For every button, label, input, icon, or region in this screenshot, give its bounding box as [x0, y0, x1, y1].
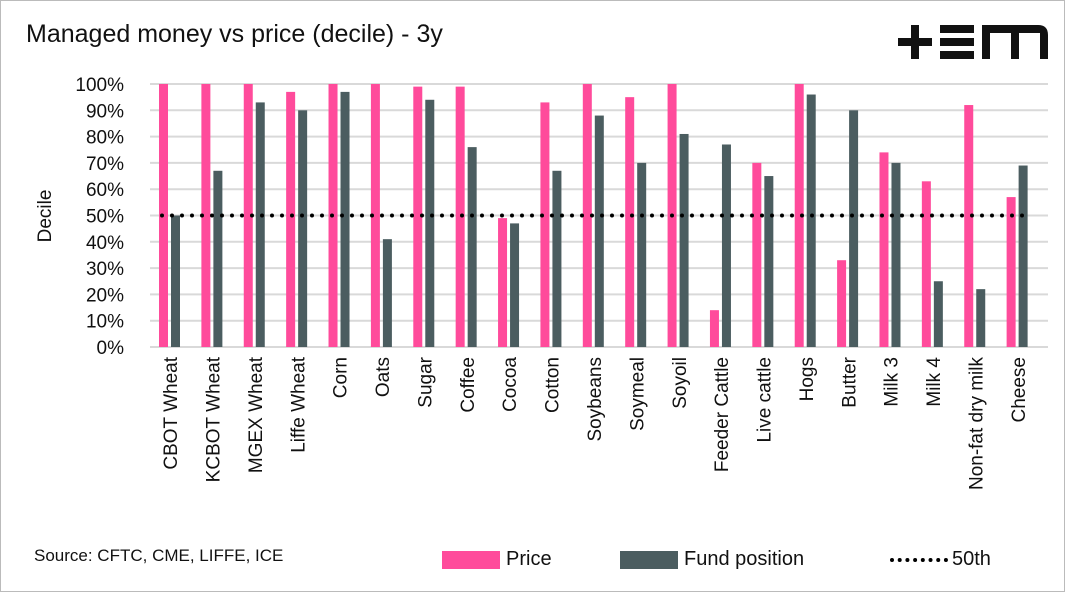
x-tick-label: MGEX Wheat [246, 356, 267, 473]
legend-50th-label: 50th [952, 548, 991, 570]
x-tick-label: KCBOT Wheat [204, 356, 225, 482]
fund-bar [806, 94, 816, 348]
y-tick-label: 10% [86, 312, 124, 333]
fund-bar [552, 170, 562, 347]
fund-bar [679, 133, 689, 347]
x-tick-label: CBOT Wheat [161, 356, 182, 469]
fund-bar [340, 91, 350, 347]
y-tick-label: 70% [86, 154, 124, 175]
fund-bar [1018, 165, 1028, 347]
y-axis-label: Decile [35, 190, 56, 243]
fund-bar [213, 170, 223, 347]
fund-bar [849, 110, 859, 347]
price-bar [455, 86, 465, 347]
price-bar [286, 91, 296, 347]
x-tick-label: Cotton [543, 357, 564, 413]
legend-price-label: Price [506, 548, 552, 570]
y-tick-label: 50% [86, 207, 124, 228]
price-bar [752, 162, 762, 347]
fund-bar [721, 144, 731, 347]
fund-bar [255, 102, 265, 347]
legend-fund-label: Fund position [684, 548, 805, 570]
price-bar [582, 84, 592, 347]
y-tick-label: 60% [86, 180, 124, 201]
x-tick-label: Soyoil [670, 357, 691, 409]
price-bar [709, 310, 719, 347]
x-tick-label: Hogs [797, 357, 818, 401]
price-bar [413, 86, 423, 347]
legend-50th: 50th [890, 548, 991, 571]
x-tick-label: Cheese [1009, 357, 1030, 423]
x-tick-label: Milk 4 [924, 357, 945, 407]
chart-title: Managed money vs price (decile) - 3y [26, 20, 443, 48]
legend-price-swatch [442, 550, 500, 569]
price-bar [201, 84, 211, 347]
x-tick-label: Oats [373, 357, 394, 397]
x-tick-label: Soymeal [627, 357, 648, 431]
fund-bar [637, 162, 647, 347]
price-bar [921, 181, 931, 347]
price-bar [1006, 197, 1016, 347]
price-bar [625, 97, 635, 348]
legend-fund-swatch [620, 550, 678, 569]
y-tick-label: 80% [86, 128, 124, 149]
x-tick-label: Non-fat dry milk [966, 357, 987, 491]
fund-bar [933, 281, 943, 347]
x-tick-label: Sugar [415, 356, 436, 407]
fund-bar [510, 223, 520, 347]
y-tick-label: 0% [97, 338, 125, 359]
x-tick-label: Coffee [458, 357, 479, 413]
price-bar [879, 152, 889, 347]
fund-bar [594, 115, 604, 347]
fund-bar [891, 162, 901, 347]
tem-logo [898, 24, 1050, 65]
legend-price: Price [442, 548, 552, 571]
y-tick-label: 30% [86, 259, 124, 280]
price-bar [964, 105, 974, 347]
y-tick-label: 40% [86, 233, 124, 254]
x-tick-label: Butter [839, 356, 860, 407]
price-bar [243, 84, 253, 347]
price-bar [540, 102, 550, 347]
x-tick-label: Soybeans [585, 357, 606, 442]
legend-fund: Fund position [620, 548, 804, 571]
y-tick-label: 90% [86, 101, 124, 122]
legend-50th-line [890, 557, 948, 562]
y-tick-label: 20% [86, 285, 124, 306]
price-bar [370, 84, 380, 347]
x-tick-label: Milk 3 [882, 357, 903, 407]
y-tick-label: 100% [75, 75, 124, 96]
fund-bar [976, 289, 986, 347]
fund-bar [382, 239, 392, 347]
price-bar [498, 218, 508, 347]
fund-bar [298, 110, 308, 347]
fund-bar [425, 99, 435, 347]
x-tick-label: Corn [331, 357, 352, 398]
price-bar [794, 84, 804, 347]
fund-bar [171, 215, 180, 347]
source-note: Source: CFTC, CME, LIFFE, ICE [34, 546, 284, 565]
x-tick-label: Feeder Cattle [712, 357, 733, 472]
x-tick-label: Liffe Wheat [288, 356, 309, 452]
x-tick-label: Live cattle [755, 357, 776, 443]
price-bar [837, 260, 847, 347]
fund-bar [764, 176, 774, 347]
fund-bar [467, 147, 477, 347]
x-tick-label: Cocoa [500, 357, 521, 412]
